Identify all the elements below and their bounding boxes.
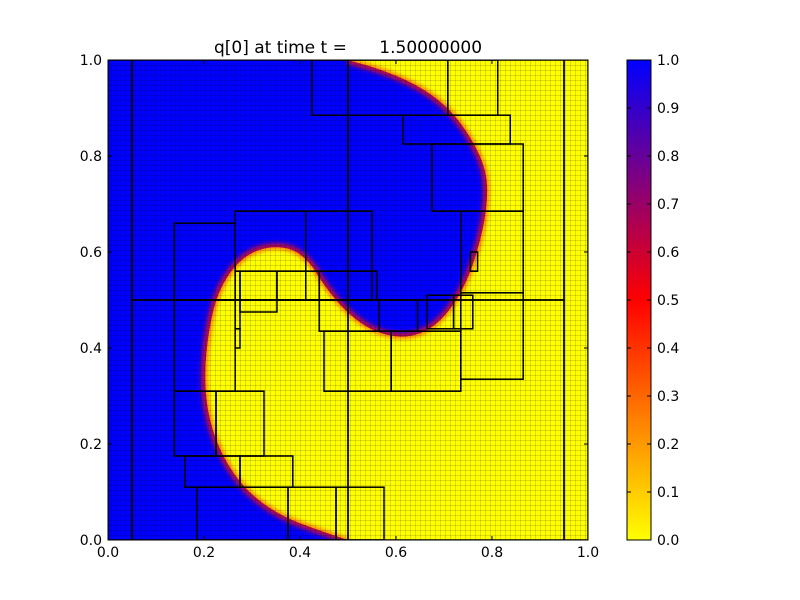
x-tick-label: 0.8 (481, 545, 503, 561)
x-tick-label: 0.4 (289, 545, 311, 561)
plot-frame (107, 59, 589, 541)
y-tick-label: 0.0 (80, 533, 102, 549)
y-tick-label: 0.8 (80, 149, 102, 165)
colorbar-ticks: 0.0 0.1 0.2 0.3 0.4 0.5 0.6 0.7 0.8 0.9 1.0 (627, 53, 679, 549)
y-tick-label: 1.0 (80, 53, 102, 69)
x-tick-label: 0.0 (97, 545, 119, 561)
colorbar-tick-label: 1.0 (657, 53, 679, 69)
colorbar-tick-label: 0.6 (657, 245, 679, 261)
y-axis: 0.0 0.2 0.4 0.6 0.8 1.0 (80, 53, 588, 549)
amr-patch (234, 328, 241, 349)
x-tick-label: 0.6 (385, 545, 407, 561)
colorbar-tick-label: 0.4 (657, 341, 679, 357)
colorbar: 0.0 0.1 0.2 0.3 0.4 0.5 0.6 0.7 0.8 0.9 1.0 (626, 53, 679, 549)
colorbar-tick-label: 0.5 (657, 293, 679, 309)
y-tick-label: 0.6 (80, 245, 102, 261)
amr-patch (335, 486, 385, 540)
amr-patch (460, 292, 524, 380)
x-tick-label: 1.0 (577, 545, 599, 561)
plot-area (108, 60, 588, 540)
colorbar-tick-label: 0.7 (657, 197, 679, 213)
x-tick-label: 0.2 (193, 545, 215, 561)
amr-patch (452, 294, 474, 330)
colorbar-tick-label: 0.0 (657, 533, 679, 549)
chart-title: q[0] at time t = 1.50000000 (214, 38, 482, 58)
colorbar-tick-label: 0.3 (657, 389, 679, 405)
amr-patch-layer (108, 60, 588, 540)
amr-patch (469, 251, 479, 272)
y-tick-label: 0.4 (80, 341, 102, 357)
amr-patch (563, 60, 588, 540)
colorbar-tick-label: 0.9 (657, 101, 679, 117)
colorbar-tick-label: 0.8 (657, 149, 679, 165)
colorbar-tick-label: 0.2 (657, 437, 679, 453)
colorbar-tick-label: 0.1 (657, 485, 679, 501)
y-tick-label: 0.2 (80, 437, 102, 453)
x-axis: 0.0 0.2 0.4 0.6 0.8 1.0 (97, 60, 599, 561)
